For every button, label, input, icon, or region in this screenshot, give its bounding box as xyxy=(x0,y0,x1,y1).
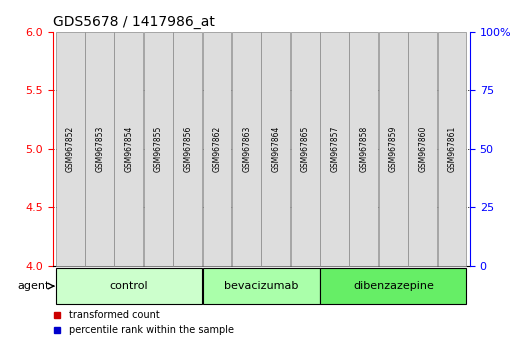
Text: GSM967857: GSM967857 xyxy=(331,126,340,172)
Text: transformed count: transformed count xyxy=(70,310,160,320)
Point xyxy=(272,106,280,112)
FancyBboxPatch shape xyxy=(379,32,408,266)
FancyBboxPatch shape xyxy=(261,32,290,266)
Bar xyxy=(357,42,372,266)
FancyBboxPatch shape xyxy=(408,32,437,266)
Text: GSM967861: GSM967861 xyxy=(448,126,457,172)
Text: GSM967856: GSM967856 xyxy=(183,126,192,172)
Text: agent: agent xyxy=(17,281,50,291)
Text: GSM967858: GSM967858 xyxy=(360,126,369,172)
Text: percentile rank within the sample: percentile rank within the sample xyxy=(70,325,234,335)
Bar xyxy=(63,48,78,266)
Bar xyxy=(416,90,430,266)
FancyBboxPatch shape xyxy=(438,32,466,266)
Bar xyxy=(269,241,284,266)
Point xyxy=(242,99,251,105)
FancyBboxPatch shape xyxy=(115,32,143,266)
Bar xyxy=(151,35,166,266)
FancyBboxPatch shape xyxy=(320,32,349,266)
Point xyxy=(389,78,398,84)
Text: GSM967852: GSM967852 xyxy=(66,126,75,172)
Text: GSM967859: GSM967859 xyxy=(389,126,398,172)
FancyBboxPatch shape xyxy=(56,32,84,266)
FancyBboxPatch shape xyxy=(203,32,231,266)
FancyBboxPatch shape xyxy=(85,32,114,266)
FancyBboxPatch shape xyxy=(320,268,466,304)
Text: GSM967863: GSM967863 xyxy=(242,126,251,172)
Text: GSM967862: GSM967862 xyxy=(213,126,222,172)
Bar xyxy=(181,55,195,266)
Text: control: control xyxy=(110,281,148,291)
Point xyxy=(360,69,369,74)
Point xyxy=(154,67,163,72)
Text: GSM967853: GSM967853 xyxy=(95,126,105,172)
Point xyxy=(419,76,427,81)
Text: GSM967864: GSM967864 xyxy=(271,126,280,172)
FancyBboxPatch shape xyxy=(291,32,319,266)
FancyBboxPatch shape xyxy=(173,32,202,266)
Point xyxy=(66,71,74,77)
Bar xyxy=(386,90,401,266)
Point xyxy=(125,71,134,77)
Text: bevacizumab: bevacizumab xyxy=(224,281,298,291)
Point xyxy=(184,69,192,74)
Bar xyxy=(298,240,313,266)
Point xyxy=(331,83,339,88)
Bar xyxy=(327,94,342,266)
FancyBboxPatch shape xyxy=(232,32,261,266)
Text: GSM967854: GSM967854 xyxy=(125,126,134,172)
Text: GSM967855: GSM967855 xyxy=(154,126,163,172)
FancyBboxPatch shape xyxy=(203,268,319,304)
Bar xyxy=(210,207,224,266)
FancyBboxPatch shape xyxy=(144,32,173,266)
Bar xyxy=(445,78,460,266)
FancyBboxPatch shape xyxy=(350,32,378,266)
Point xyxy=(96,78,104,84)
FancyBboxPatch shape xyxy=(56,268,202,304)
Bar xyxy=(122,67,137,266)
Text: dibenzazepine: dibenzazepine xyxy=(353,281,434,291)
Text: GDS5678 / 1417986_at: GDS5678 / 1417986_at xyxy=(53,16,215,29)
Text: GSM967865: GSM967865 xyxy=(301,126,310,172)
Point xyxy=(448,74,457,79)
Bar xyxy=(239,199,254,266)
Point xyxy=(213,99,222,105)
Text: GSM967860: GSM967860 xyxy=(418,126,428,172)
Bar xyxy=(92,86,107,266)
Point xyxy=(301,106,309,112)
